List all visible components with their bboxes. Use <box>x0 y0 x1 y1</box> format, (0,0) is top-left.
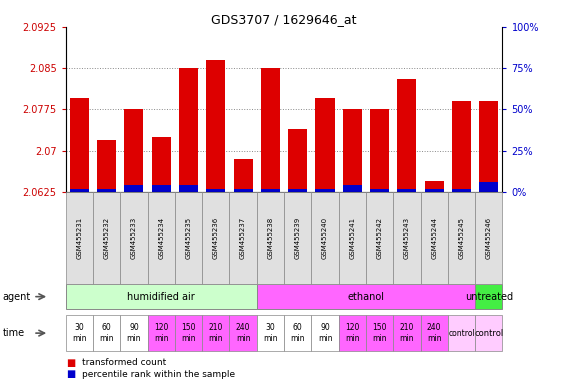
Bar <box>315 98 335 192</box>
Bar <box>124 185 143 192</box>
Bar <box>97 189 116 192</box>
Text: transformed count: transformed count <box>82 358 166 367</box>
Text: 90
min: 90 min <box>127 323 141 343</box>
Bar <box>370 189 389 192</box>
Text: GSM455231: GSM455231 <box>77 217 82 259</box>
Text: GSM455246: GSM455246 <box>486 217 492 259</box>
Text: GSM455239: GSM455239 <box>295 217 301 259</box>
Text: GSM455245: GSM455245 <box>459 217 465 259</box>
Text: GSM455232: GSM455232 <box>103 217 110 259</box>
Bar <box>179 68 198 192</box>
Text: GSM455236: GSM455236 <box>213 217 219 259</box>
Text: 210
min: 210 min <box>400 323 414 343</box>
Bar <box>397 189 416 192</box>
Bar <box>452 189 471 192</box>
Text: time: time <box>3 328 25 338</box>
Bar <box>425 181 444 192</box>
Text: 240
min: 240 min <box>427 323 441 343</box>
Text: GSM455235: GSM455235 <box>186 217 191 259</box>
Bar <box>206 189 226 192</box>
Text: 60
min: 60 min <box>99 323 114 343</box>
Text: GSM455244: GSM455244 <box>431 217 437 259</box>
Bar <box>234 189 253 192</box>
Text: control: control <box>448 329 475 338</box>
Bar <box>70 98 89 192</box>
Text: control: control <box>474 329 504 338</box>
Text: GSM455240: GSM455240 <box>322 217 328 259</box>
Text: GSM455241: GSM455241 <box>349 217 355 259</box>
Text: 150
min: 150 min <box>181 323 196 343</box>
Bar <box>479 182 498 192</box>
Bar <box>261 189 280 192</box>
Bar <box>97 140 116 192</box>
Bar <box>124 109 143 192</box>
Text: 30
min: 30 min <box>72 323 87 343</box>
Text: humidified air: humidified air <box>127 291 195 302</box>
Text: GSM455242: GSM455242 <box>377 217 383 259</box>
Bar <box>234 159 253 192</box>
Text: GDS3707 / 1629646_at: GDS3707 / 1629646_at <box>211 13 357 26</box>
Text: 240
min: 240 min <box>236 323 250 343</box>
Bar <box>452 101 471 192</box>
Text: 30
min: 30 min <box>263 323 278 343</box>
Bar <box>288 189 307 192</box>
Bar <box>343 109 362 192</box>
Bar <box>152 137 171 192</box>
Text: 210
min: 210 min <box>208 323 223 343</box>
Bar <box>179 185 198 192</box>
Bar <box>370 109 389 192</box>
Bar <box>479 101 498 192</box>
Text: percentile rank within the sample: percentile rank within the sample <box>82 370 235 379</box>
Bar <box>315 189 335 192</box>
Bar <box>261 68 280 192</box>
Text: 90
min: 90 min <box>318 323 332 343</box>
Text: ■: ■ <box>66 369 75 379</box>
Text: GSM455243: GSM455243 <box>404 217 410 259</box>
Text: GSM455233: GSM455233 <box>131 217 137 259</box>
Bar <box>425 189 444 192</box>
Text: 120
min: 120 min <box>154 323 168 343</box>
Text: 150
min: 150 min <box>372 323 387 343</box>
Bar <box>152 185 171 192</box>
Text: agent: agent <box>3 291 31 302</box>
Bar <box>288 129 307 192</box>
Text: ethanol: ethanol <box>348 291 384 302</box>
Bar <box>343 185 362 192</box>
Text: ■: ■ <box>66 358 75 368</box>
Text: untreated: untreated <box>465 291 513 302</box>
Bar <box>70 189 89 192</box>
Text: GSM455238: GSM455238 <box>267 217 274 259</box>
Bar <box>397 79 416 192</box>
Text: GSM455234: GSM455234 <box>158 217 164 259</box>
Bar <box>206 60 226 192</box>
Text: 120
min: 120 min <box>345 323 360 343</box>
Text: GSM455237: GSM455237 <box>240 217 246 259</box>
Text: 60
min: 60 min <box>291 323 305 343</box>
